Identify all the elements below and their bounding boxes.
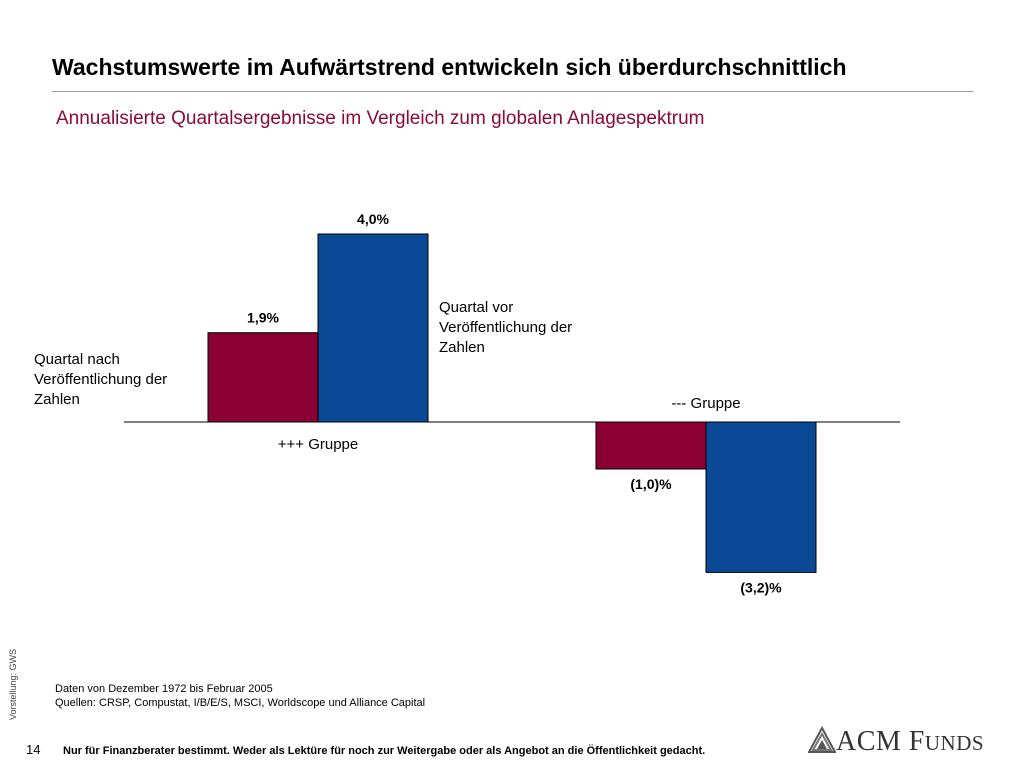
- title-divider: [52, 91, 973, 92]
- bar: [705, 421, 817, 573]
- data-label: (3,2)%: [740, 579, 782, 595]
- category-label: +++ Gruppe: [278, 436, 358, 453]
- series-annotation-line: Quartal nach: [34, 351, 120, 368]
- category-label: --- Gruppe: [671, 395, 740, 412]
- bar: [317, 233, 429, 423]
- series-annotation-line: Zahlen: [439, 339, 485, 356]
- page-subtitle: Annualisierte Quartalsergebnisse im Verg…: [56, 108, 705, 129]
- sources-note: Quellen: CRSP, Compustat, I/B/E/S, MSCI,…: [55, 697, 426, 709]
- series-annotation-line: Quartal vor: [439, 299, 513, 316]
- side-note: Vorstellung: GWS: [8, 648, 18, 720]
- acm-funds-logo: ACM FUNDS: [806, 724, 984, 760]
- series-annotation: Quartal nach Veröffentlichung der Zahlen: [34, 351, 167, 408]
- data-label: 4,0%: [357, 211, 389, 227]
- bar: [207, 332, 319, 423]
- data-range-note: Daten von Dezember 1972 bis Februar 2005: [55, 683, 273, 695]
- series-annotation-line: Veröffentlichung der: [439, 319, 572, 336]
- acm-funds-wordmark: ACM FUNDS: [836, 726, 985, 757]
- disclaimer: Nur für Finanzberater bestimmt. Weder al…: [63, 745, 706, 757]
- page-number: 14: [26, 742, 41, 757]
- page-title: Wachstumswerte im Aufwärtstrend entwicke…: [52, 54, 847, 80]
- series-annotation-line: Zahlen: [34, 391, 80, 408]
- data-label: (1,0)%: [630, 476, 672, 492]
- series-annotation: Quartal vor Veröffentlichung der Zahlen: [439, 299, 572, 356]
- bar: [595, 421, 707, 470]
- data-label: 1,9%: [247, 310, 279, 326]
- acm-mountain-logo-icon: [808, 726, 836, 753]
- series-annotation-line: Veröffentlichung der: [34, 371, 167, 388]
